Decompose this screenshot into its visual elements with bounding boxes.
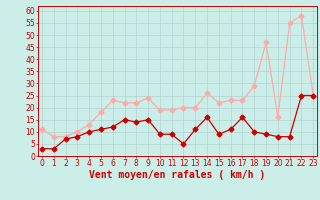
X-axis label: Vent moyen/en rafales ( km/h ): Vent moyen/en rafales ( km/h )	[90, 170, 266, 180]
